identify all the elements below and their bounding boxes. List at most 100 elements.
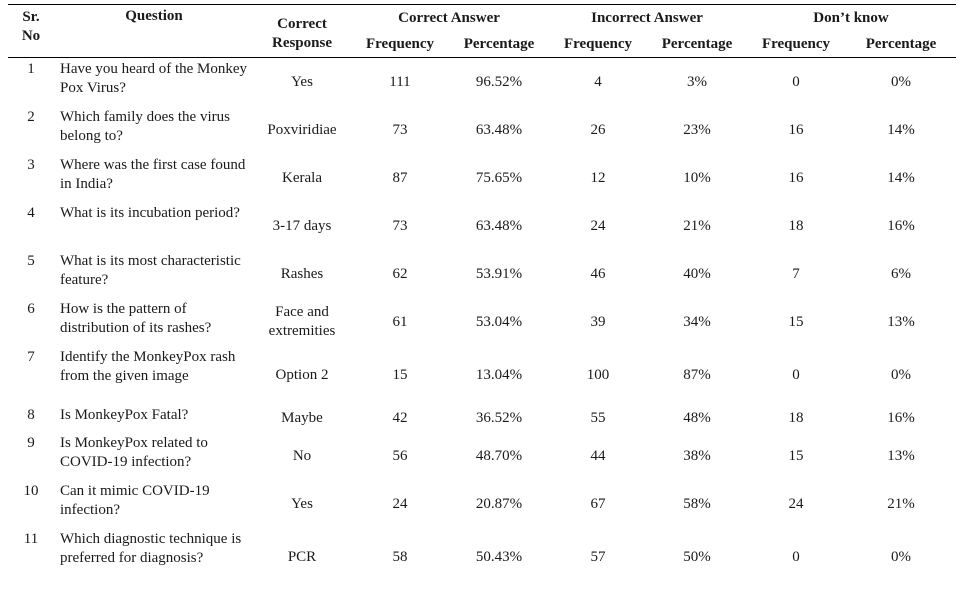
row-number: 7 xyxy=(27,349,35,365)
header-group-dont-know: Don’t know xyxy=(746,4,956,31)
row-dont-know-frequency: 15 xyxy=(788,447,804,464)
row-correct-response: Option 2 xyxy=(275,366,329,383)
table-row: 9 Is MonkeyPox related to COVID-19 infec… xyxy=(8,432,956,480)
row-incorrect-percentage: 50% xyxy=(683,548,711,565)
row-correct-percentage: 36.52% xyxy=(475,409,523,426)
row-dont-know-percentage: 0% xyxy=(891,548,911,565)
header-correct-frequency: Frequency xyxy=(350,31,450,58)
row-dont-know-percentage: 21% xyxy=(887,495,915,512)
row-correct-response: Yes xyxy=(291,495,313,512)
row-correct-percentage: 75.65% xyxy=(475,169,523,186)
row-dont-know-frequency: 16 xyxy=(788,169,804,186)
row-correct-frequency: 56 xyxy=(392,447,408,464)
row-incorrect-percentage: 10% xyxy=(683,169,711,186)
row-dont-know-percentage: 0% xyxy=(891,366,911,383)
row-correct-response: Yes xyxy=(291,73,313,90)
row-incorrect-frequency: 12 xyxy=(590,169,606,186)
row-correct-response: Poxviridiae xyxy=(267,121,337,138)
header-dont-know-frequency: Frequency xyxy=(746,31,846,58)
row-incorrect-frequency: 100 xyxy=(586,366,610,383)
row-question: What is its most characteristic feature? xyxy=(60,253,241,288)
row-correct-frequency: 111 xyxy=(389,73,411,90)
table-row: 4 What is its incubation period? 3-17 da… xyxy=(8,202,956,250)
header-incorrect-frequency: Frequency xyxy=(548,31,648,58)
row-correct-percentage: 48.70% xyxy=(475,447,523,464)
row-correct-frequency: 73 xyxy=(392,121,408,138)
row-correct-response: 3-17 days xyxy=(272,217,332,234)
row-correct-frequency: 62 xyxy=(392,265,408,282)
row-correct-response: Face and extremities xyxy=(268,304,336,339)
row-number: 11 xyxy=(23,531,39,547)
row-dont-know-percentage: 6% xyxy=(891,265,911,282)
survey-results-table: Sr. No Question Correct Response Correct… xyxy=(8,4,956,586)
row-dont-know-frequency: 16 xyxy=(788,121,804,138)
header-group-incorrect: Incorrect Answer xyxy=(548,4,746,31)
row-incorrect-frequency: 55 xyxy=(590,409,606,426)
row-number: 9 xyxy=(27,435,35,451)
row-number: 10 xyxy=(23,483,39,499)
row-correct-response: PCR xyxy=(287,548,317,565)
row-correct-percentage: 13.04% xyxy=(475,366,523,383)
row-dont-know-percentage: 14% xyxy=(887,121,915,138)
row-incorrect-frequency: 46 xyxy=(590,265,606,282)
table-row: 2 Which family does the virus belong to?… xyxy=(8,106,956,154)
row-incorrect-percentage: 87% xyxy=(683,366,711,383)
row-question: Is MonkeyPox related to COVID-19 infecti… xyxy=(60,435,208,470)
row-dont-know-percentage: 13% xyxy=(887,447,915,464)
row-dont-know-frequency: 18 xyxy=(788,217,804,234)
table-row: 6 How is the pattern of distribution of … xyxy=(8,298,956,346)
row-number: 4 xyxy=(27,205,35,221)
row-correct-percentage: 53.91% xyxy=(475,265,523,282)
table-row: 11 Which diagnostic technique is preferr… xyxy=(8,528,956,586)
table-row: 5 What is its most characteristic featur… xyxy=(8,250,956,298)
row-dont-know-frequency: 15 xyxy=(788,313,804,330)
row-incorrect-frequency: 67 xyxy=(590,495,606,512)
row-correct-response: Maybe xyxy=(281,409,323,426)
row-question: Can it mimic COVID-19 infection? xyxy=(60,483,210,518)
row-question: Which diagnostic technique is preferred … xyxy=(60,531,242,566)
row-correct-percentage: 53.04% xyxy=(475,313,523,330)
row-number: 2 xyxy=(27,109,35,125)
row-question: How is the pattern of distribution of it… xyxy=(60,301,212,336)
row-incorrect-frequency: 44 xyxy=(590,447,606,464)
row-dont-know-frequency: 0 xyxy=(792,548,800,565)
row-correct-frequency: 42 xyxy=(392,409,408,426)
row-incorrect-percentage: 38% xyxy=(683,447,711,464)
row-incorrect-frequency: 57 xyxy=(590,548,606,565)
row-incorrect-frequency: 26 xyxy=(590,121,606,138)
row-correct-frequency: 58 xyxy=(392,548,408,565)
row-dont-know-frequency: 24 xyxy=(788,495,804,512)
header-correct-percentage: Percentage xyxy=(450,31,548,58)
row-incorrect-frequency: 4 xyxy=(594,73,602,90)
row-correct-frequency: 24 xyxy=(392,495,408,512)
row-correct-percentage: 63.48% xyxy=(475,121,523,138)
row-incorrect-percentage: 3% xyxy=(687,73,707,90)
row-number: 5 xyxy=(27,253,35,269)
row-question: Which family does the virus belong to? xyxy=(60,109,230,144)
header-correct-response-line2: Response xyxy=(271,35,332,51)
row-number: 6 xyxy=(27,301,35,317)
row-incorrect-percentage: 48% xyxy=(683,409,711,426)
row-dont-know-percentage: 16% xyxy=(887,217,915,234)
row-dont-know-frequency: 0 xyxy=(792,73,800,90)
header-group-correct: Correct Answer xyxy=(350,4,548,31)
row-dont-know-frequency: 7 xyxy=(792,265,800,282)
header-sr-no: Sr. No xyxy=(8,4,54,58)
row-correct-frequency: 15 xyxy=(392,366,408,383)
row-incorrect-percentage: 23% xyxy=(683,121,711,138)
row-correct-frequency: 61 xyxy=(392,313,408,330)
header-question: Question xyxy=(54,4,254,58)
row-correct-percentage: 20.87% xyxy=(475,495,523,512)
table-row: 1 Have you heard of the Monkey Pox Virus… xyxy=(8,58,956,107)
row-correct-percentage: 96.52% xyxy=(475,73,523,90)
header-sr-line1: Sr. xyxy=(22,9,40,25)
row-correct-response: No xyxy=(292,447,312,464)
row-incorrect-frequency: 24 xyxy=(590,217,606,234)
row-question: What is its incubation period? xyxy=(60,205,240,221)
row-dont-know-percentage: 16% xyxy=(887,409,915,426)
header-incorrect-percentage: Percentage xyxy=(648,31,746,58)
table-row: 7 Identify the MonkeyPox rash from the g… xyxy=(8,346,956,404)
row-incorrect-frequency: 39 xyxy=(590,313,606,330)
header-sr-line2: No xyxy=(21,28,41,44)
table-row: 8 Is MonkeyPox Fatal? Maybe 42 36.52% 55… xyxy=(8,404,956,432)
